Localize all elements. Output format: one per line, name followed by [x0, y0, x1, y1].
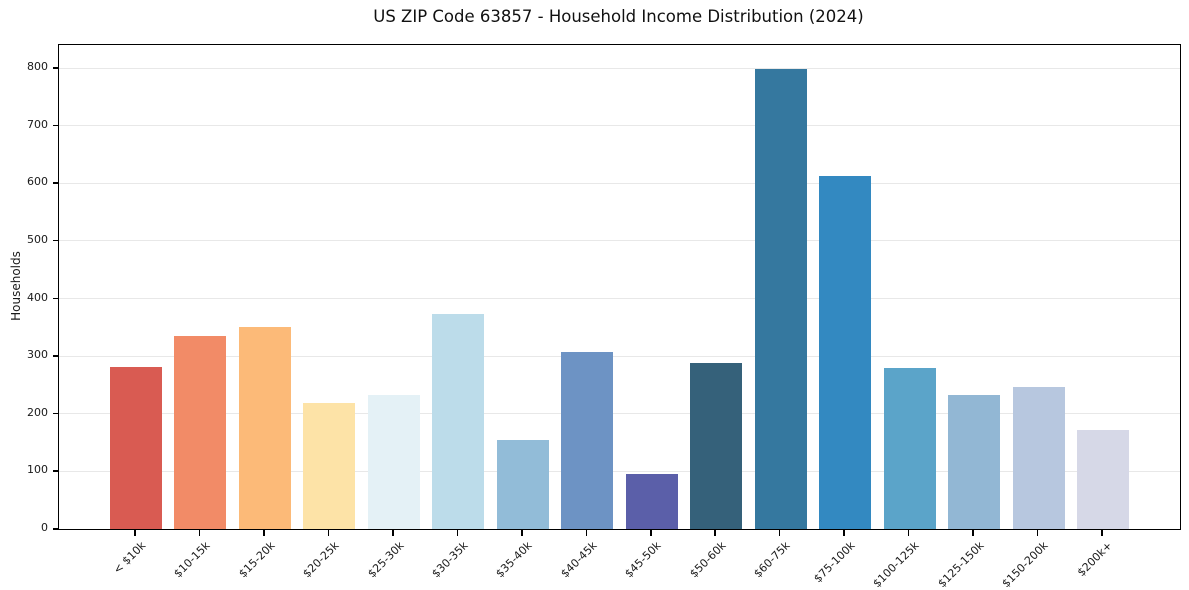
x-tick-mark: [134, 529, 136, 536]
y-tick-label: 700: [27, 117, 48, 131]
plot-area: [58, 44, 1181, 530]
y-tick-label: 600: [27, 175, 48, 189]
x-tick-label: $60-75k: [751, 539, 793, 581]
chart-title: US ZIP Code 63857 - Household Income Dis…: [373, 7, 864, 26]
gridline: [59, 298, 1180, 300]
x-tick-mark: [263, 529, 265, 536]
bar: [496, 439, 549, 529]
y-tick-label: 100: [27, 463, 48, 477]
bar: [690, 363, 743, 529]
x-tick-label: $50-60k: [687, 539, 729, 581]
x-tick-label: $20-25k: [300, 539, 342, 581]
x-tick-label: $15-20k: [235, 539, 278, 581]
y-tick-label: 800: [27, 60, 48, 74]
x-tick-mark: [521, 529, 523, 536]
x-tick-label: $125-150k: [935, 539, 987, 590]
gridline: [59, 182, 1180, 184]
x-tick-label: $100-125k: [870, 539, 922, 590]
y-tick-mark: [53, 528, 59, 530]
gridline: [59, 125, 1180, 127]
x-tick-mark: [585, 529, 588, 536]
gridline: [59, 240, 1180, 242]
bar: [303, 403, 356, 529]
x-tick-mark: [843, 529, 845, 536]
y-tick-mark: [53, 355, 59, 357]
bar: [819, 176, 872, 529]
gridline: [59, 413, 1180, 415]
y-tick-mark: [53, 124, 59, 127]
bar: [625, 473, 678, 529]
bar: [367, 395, 420, 529]
y-tick-mark: [53, 470, 59, 472]
bar: [754, 68, 807, 529]
x-tick-label: $150-200k: [999, 539, 1051, 590]
bar: [174, 335, 227, 529]
y-tick-label: 500: [27, 232, 48, 246]
bar: [561, 351, 614, 529]
x-tick-mark: [907, 529, 910, 536]
gridline: [59, 470, 1180, 472]
y-tick-label: 300: [27, 348, 48, 362]
bar: [238, 326, 291, 529]
x-tick-mark: [392, 529, 394, 536]
x-tick-label: $35-40k: [493, 539, 536, 581]
y-tick-mark: [53, 67, 59, 69]
x-tick-mark: [1101, 529, 1103, 536]
x-tick-mark: [198, 529, 201, 536]
x-tick-mark: [650, 529, 652, 536]
x-tick-mark: [778, 529, 781, 536]
x-tick-label: $75-100k: [811, 539, 858, 586]
x-tick-label: $45-50k: [622, 539, 664, 581]
x-tick-label: $30-35k: [429, 539, 471, 581]
x-tick-label: $10-15k: [171, 539, 213, 581]
y-tick-label: 400: [27, 290, 48, 304]
x-tick-mark: [972, 529, 974, 536]
y-tick-mark: [53, 412, 59, 415]
y-tick-label: 200: [27, 405, 48, 419]
y-tick-mark: [53, 297, 59, 300]
bar: [883, 368, 936, 529]
y-tick-mark: [53, 182, 59, 184]
x-tick-mark: [327, 529, 330, 536]
bar: [110, 367, 162, 529]
gridline: [59, 67, 1180, 69]
bar: [948, 395, 1001, 529]
bar: [1012, 387, 1065, 529]
y-tick-label: 0: [41, 521, 48, 534]
x-tick-mark: [1036, 529, 1039, 536]
x-tick-label: $200k+: [1075, 539, 1116, 580]
y-tick-mark: [53, 239, 59, 242]
gridline: [59, 355, 1180, 357]
bar: [1077, 430, 1130, 529]
x-tick-label: < $10k: [110, 539, 149, 577]
x-tick-mark: [714, 529, 716, 536]
x-tick-label: $40-45k: [558, 539, 600, 581]
x-tick-mark: [456, 529, 459, 536]
bar: [432, 313, 485, 529]
x-tick-label: $25-30k: [364, 539, 407, 581]
